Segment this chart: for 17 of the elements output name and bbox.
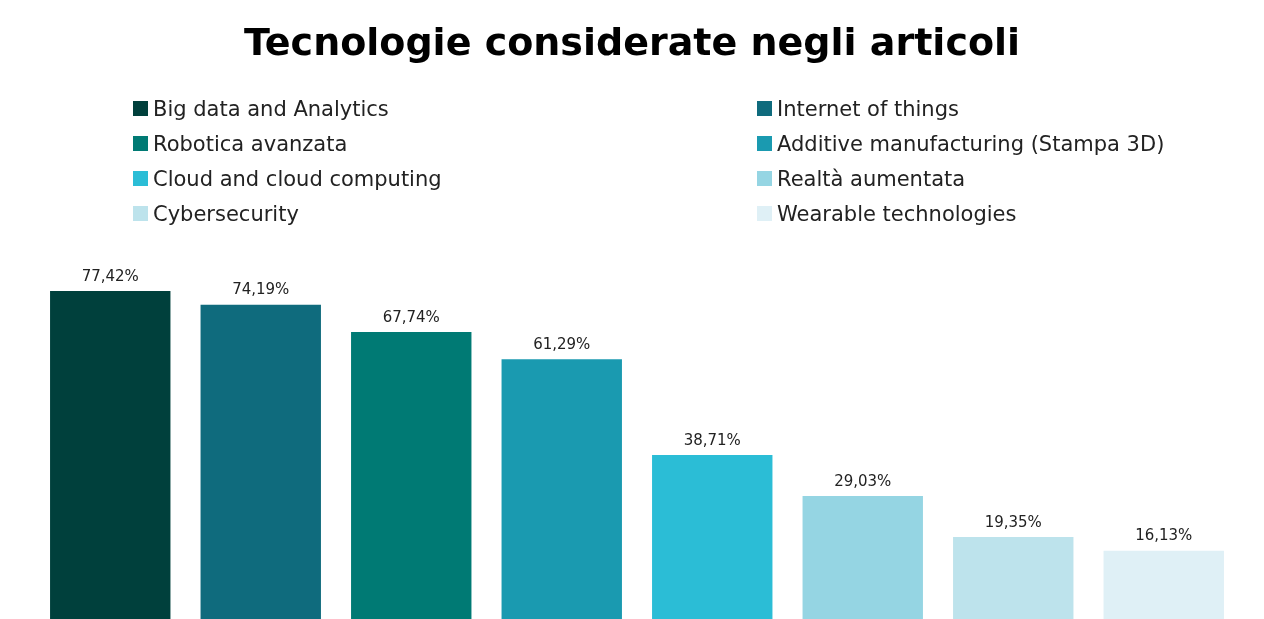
data-label: 19,35%	[984, 512, 1042, 531]
legend-label: Internet of things	[777, 96, 959, 121]
chart-title: Tecnologie considerate negli articoli	[243, 20, 1021, 64]
legend-label: Realtà aumentata	[777, 166, 966, 191]
legend-label: Additive manufacturing (Stampa 3D)	[777, 131, 1165, 156]
data-label: 74,19%	[232, 280, 290, 299]
data-label: 38,71%	[683, 430, 741, 449]
legend-label: Cloud and cloud computing	[153, 166, 442, 191]
legend-label: Cybersecurity	[153, 201, 299, 226]
data-label: 61,29%	[533, 334, 591, 353]
data-label: 29,03%	[834, 471, 892, 490]
legend-label: Wearable technologies	[777, 201, 1017, 226]
legend-label: Big data and Analytics	[153, 96, 389, 121]
data-label: 16,13%	[1135, 526, 1193, 545]
data-label: 67,74%	[382, 307, 440, 326]
data-label: 77,42%	[81, 266, 139, 285]
legend-label: Robotica avanzata	[153, 131, 348, 156]
